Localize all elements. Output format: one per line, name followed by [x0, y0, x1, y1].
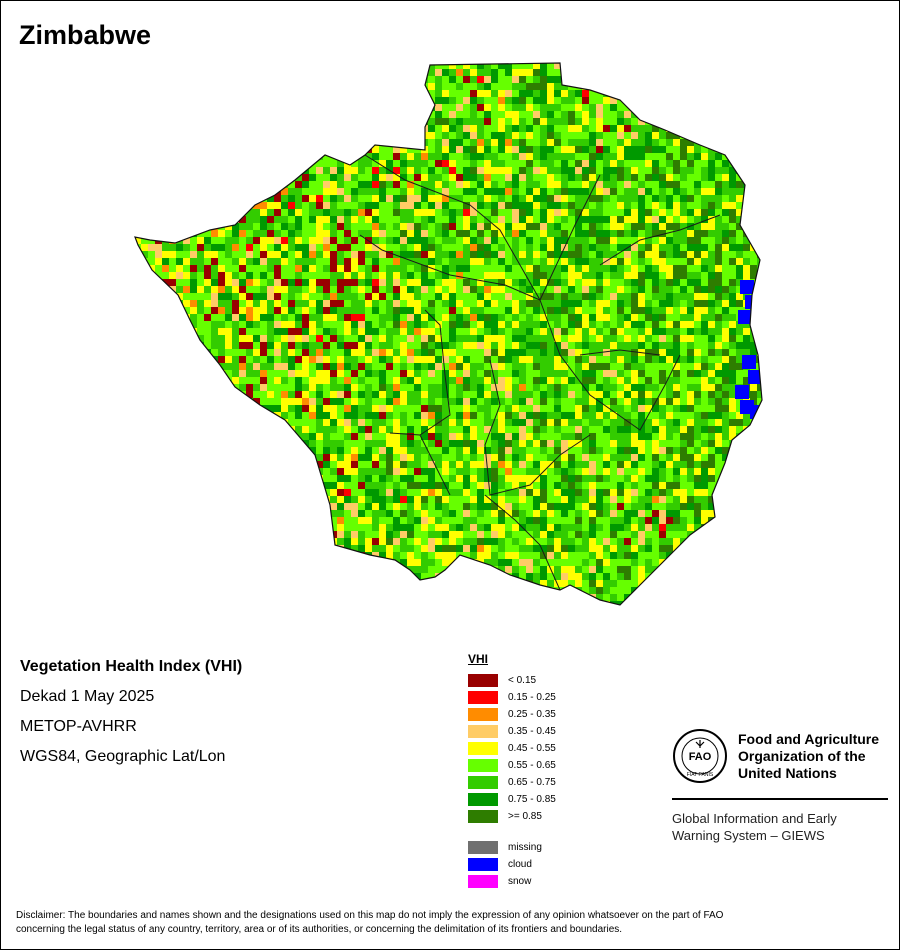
giews-label: Global Information and Early Warning Sys… — [672, 811, 837, 843]
disclaimer: Disclaimer: The boundaries and names sho… — [16, 910, 724, 935]
legend-class-swatch — [468, 691, 498, 704]
legend-special-label: snow — [508, 876, 532, 887]
map-metadata: Vegetation Health Index (VHI) Dekad 1 Ma… — [20, 658, 242, 778]
legend-class-item: >= 0.85 — [468, 808, 556, 825]
legend-class-item: 0.25 - 0.35 — [468, 706, 556, 723]
legend-class-swatch — [468, 810, 498, 823]
legend-class-swatch — [468, 776, 498, 789]
country-title: Zimbabwe — [19, 20, 152, 50]
legend-class-item: 0.15 - 0.25 — [468, 689, 556, 706]
legend-class-item: < 0.15 — [468, 672, 556, 689]
legend-class-label: 0.35 - 0.45 — [508, 726, 556, 737]
legend-special-swatch — [468, 875, 498, 888]
fao-block: FAO FIAT PANIS Food and Agriculture Orga… — [672, 728, 888, 844]
legend-class-swatch — [468, 793, 498, 806]
legend-class-label: 0.65 - 0.75 — [508, 777, 556, 788]
legend-special-item: cloud — [468, 856, 556, 873]
legend-class-swatch — [468, 674, 498, 687]
province-boundaries — [359, 154, 721, 591]
fao-divider — [672, 798, 888, 800]
legend-class-swatch — [468, 742, 498, 755]
legend-class-item: 0.35 - 0.45 — [468, 723, 556, 740]
legend-class-label: < 0.15 — [508, 675, 537, 686]
fao-logo: FAO FIAT PANIS — [673, 729, 727, 783]
vhi-raster — [135, 63, 762, 605]
legend-class-item: 0.75 - 0.85 — [468, 791, 556, 808]
legend-special-label: missing — [508, 842, 542, 853]
vhi-legend: VHI < 0.15 0.15 - 0.25 0.25 - 0.35 0.35 - 0… — [468, 652, 556, 890]
projection-label: WGS84, Geographic Lat/Lon — [20, 748, 226, 765]
legend-title: VHI — [468, 652, 489, 666]
period-label: Dekad 1 May 2025 — [20, 688, 155, 705]
product-title: Vegetation Health Index (VHI) — [20, 658, 243, 675]
legend-class-label: 0.15 - 0.25 — [508, 692, 556, 703]
sensor-label: METOP-AVHRR — [20, 718, 137, 735]
legend-class-item: 0.55 - 0.65 — [468, 757, 556, 774]
legend-class-item: 0.45 - 0.55 — [468, 740, 556, 757]
legend-special-item: missing — [468, 839, 556, 856]
legend-special-label: cloud — [508, 859, 532, 870]
legend-special-swatch — [468, 841, 498, 854]
legend-class-swatch — [468, 725, 498, 738]
legend-class-label: 0.25 - 0.35 — [508, 709, 556, 720]
legend-special-item: snow — [468, 873, 556, 890]
vhi-map — [120, 55, 780, 615]
legend-class-label: 0.55 - 0.65 — [508, 760, 556, 771]
legend-class-label: >= 0.85 — [508, 811, 542, 822]
legend-class-label: 0.75 - 0.85 — [508, 794, 556, 805]
fao-organization-name: Food and Agriculture Organization of the… — [738, 730, 880, 781]
legend-class-swatch — [468, 708, 498, 721]
legend-class-label: 0.45 - 0.55 — [508, 743, 556, 754]
country-border — [134, 62, 763, 606]
legend-class-item: 0.65 - 0.75 — [468, 774, 556, 791]
legend-class-swatch — [468, 759, 498, 772]
legend-special-swatch — [468, 858, 498, 871]
